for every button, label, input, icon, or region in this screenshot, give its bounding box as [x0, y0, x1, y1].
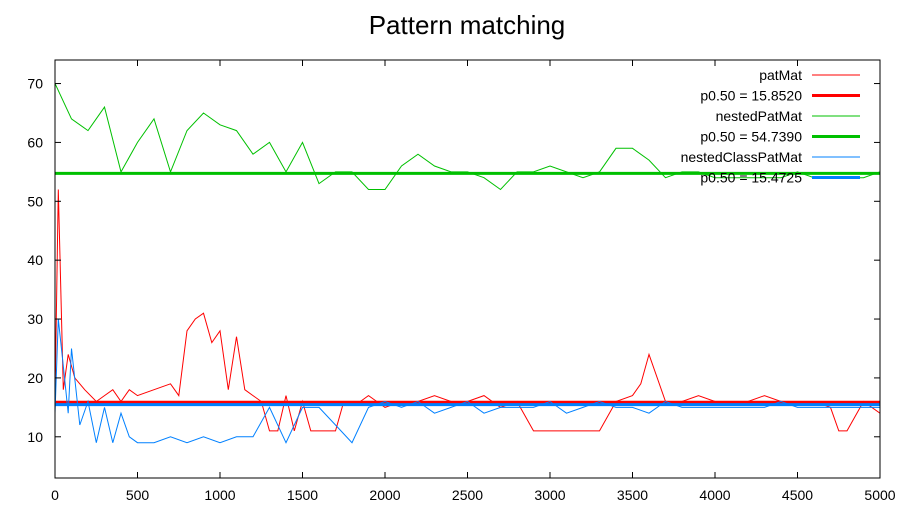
x-tick-label: 1000: [204, 487, 235, 503]
legend-label: nestedClassPatMat: [681, 149, 803, 165]
series-layer: [55, 83, 880, 444]
legend-label: p0.50 = 54.7390: [700, 129, 802, 145]
y-tick-label: 10: [27, 429, 43, 445]
x-tick-label: 0: [51, 487, 59, 503]
x-tick-label: 3500: [617, 487, 648, 503]
chart-title: Pattern matching: [369, 10, 566, 40]
x-tick-label: 3000: [534, 487, 565, 503]
legend: patMat p0.50 = 15.8520 nestedPatMat p0.50 =…: [681, 67, 860, 186]
legend-label: patMat: [759, 67, 802, 83]
x-tick-label: 2000: [369, 487, 400, 503]
x-tick-label: 4500: [782, 487, 813, 503]
x-tick-label: 500: [126, 487, 150, 503]
series-line-4: [55, 318, 880, 444]
legend-label: p0.50 = 15.8520: [700, 88, 802, 104]
x-tick-label: 1500: [287, 487, 318, 503]
y-tick-label: 40: [27, 252, 43, 268]
x-tick-label: 5000: [864, 487, 895, 503]
series-line-0: [55, 189, 880, 432]
y-tick-label: 70: [27, 76, 43, 92]
y-tick-label: 20: [27, 370, 43, 386]
x-tick-label: 4000: [699, 487, 730, 503]
y-tick-label: 50: [27, 193, 43, 209]
legend-label: p0.50 = 15.4725: [700, 170, 802, 186]
y-tick-label: 60: [27, 134, 43, 150]
x-tick-label: 2500: [452, 487, 483, 503]
y-tick-label: 30: [27, 311, 43, 327]
axes-layer: 0 500 1000 1500 2000 2500 3000 3500 4000 4500 5000…: [27, 59, 896, 503]
legend-label: nestedPatMat: [716, 108, 802, 124]
